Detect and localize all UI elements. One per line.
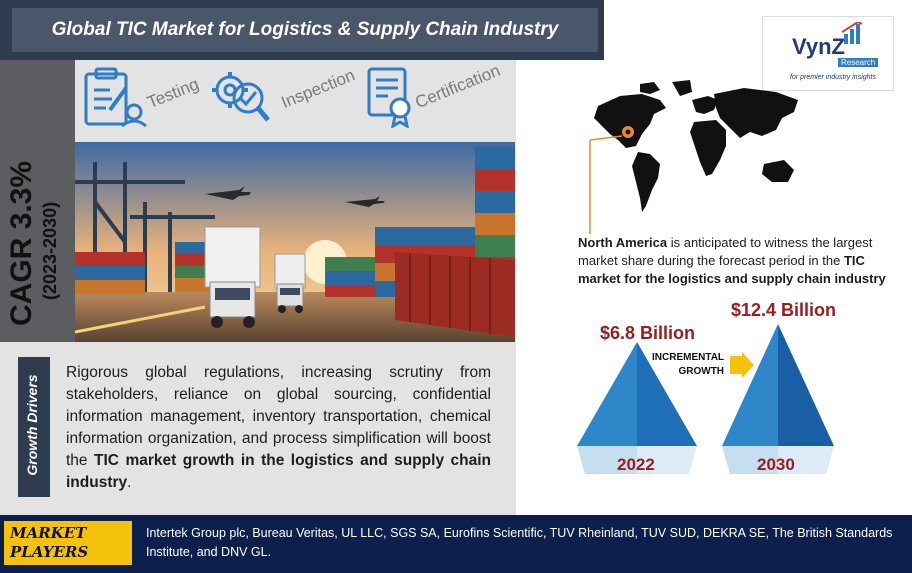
cagr-strip <box>0 60 75 342</box>
certification-icon <box>367 67 411 128</box>
year-2030: 2030 <box>757 455 795 474</box>
cagr-label: CAGR 3.3% <box>5 160 38 326</box>
incremental-line2: GROWTH <box>678 366 725 377</box>
market-players-label: MARKET PLAYERS <box>4 521 132 565</box>
logo-bars-icon <box>842 22 863 44</box>
region-text-mid: is anticipated to witness the largest ma… <box>578 235 873 268</box>
page-title: Global TIC Market for Logistics & Supply… <box>51 19 559 40</box>
pyramid-2030 <box>722 324 834 474</box>
footer-bar <box>0 515 912 573</box>
incremental-growth-label: INCREMENTAL GROWTH <box>652 351 724 379</box>
market-players-line1: MARKET <box>10 524 87 542</box>
logistics-port-image <box>75 142 515 342</box>
value-2030: $12.4 Billion <box>731 300 837 320</box>
market-players-line2: PLAYERS <box>10 543 89 561</box>
growth-drivers-text: Rigorous global regulations, increasing … <box>66 362 491 494</box>
growth-drivers-tab <box>18 357 50 497</box>
growth-arrow-icon <box>730 352 754 378</box>
value-2022: $6.8 Billion <box>600 323 696 343</box>
year-2022: 2022 <box>617 455 655 474</box>
drivers-text-plain: Rigorous global regulations, increasing … <box>66 364 491 469</box>
growth-drivers-label: Growth Drivers <box>24 374 40 476</box>
logo-box <box>762 16 894 91</box>
cagr-period: (2023-2030) <box>40 201 60 300</box>
growth-drivers-box <box>0 342 516 515</box>
cagr-text: CAGR 3.3% <box>5 56 39 326</box>
header-title-box: Global TIC Market for Logistics & Supply… <box>12 8 598 52</box>
logo-main: VynZ <box>792 34 845 59</box>
incremental-line1: INCREMENTAL <box>652 352 725 363</box>
drivers-text-bold: TIC market growth in the logistics and s… <box>66 452 491 491</box>
market-players-list: Intertek Group plc, Bureau Veritas, UL L… <box>146 526 893 559</box>
testing-icon <box>84 67 147 128</box>
pyramid-2022 <box>577 342 697 474</box>
world-map <box>594 80 798 212</box>
region-forecast-text: North America is anticipated to witness … <box>578 234 888 288</box>
logo-sub: Research <box>838 58 879 67</box>
location-pin-icon <box>589 126 634 234</box>
logo-tagline: for premier industry insights <box>790 74 876 81</box>
inspection-icon <box>212 72 270 122</box>
region-name: North America <box>578 235 668 250</box>
drivers-text-end: . <box>127 474 132 491</box>
region-text-bold: TIC market for the logistics and supply … <box>578 253 886 286</box>
